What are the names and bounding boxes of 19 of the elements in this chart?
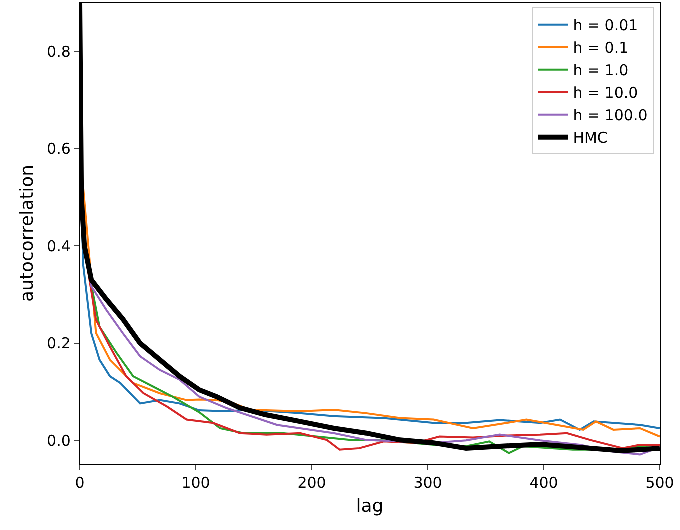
x-tick-label: 100	[182, 474, 210, 492]
y-tick-label: 0.6	[47, 140, 71, 158]
legend-label: h = 100.0	[573, 106, 648, 125]
legend-label: h = 10.0	[573, 84, 638, 102]
legend-label: HMC	[573, 129, 608, 148]
y-tick-label: 0.8	[47, 42, 71, 61]
y-tick-label: 0.0	[47, 432, 71, 450]
x-tick-label: 500	[646, 474, 674, 492]
y-axis-title: autocorrelation	[17, 164, 38, 302]
legend-label: h = 0.01	[573, 16, 638, 35]
x-axis-title: lag	[356, 496, 384, 518]
y-tick-label: 0.4	[47, 237, 71, 256]
x-tick-label: 300	[414, 474, 442, 492]
y-tick-label: 0.2	[47, 334, 71, 353]
x-tick-label: 200	[298, 474, 326, 492]
x-tick-label: 400	[530, 474, 558, 492]
legend-label: h = 0.1	[573, 39, 629, 58]
legend-label: h = 1.0	[573, 62, 629, 80]
x-tick-label: 0	[75, 474, 85, 492]
